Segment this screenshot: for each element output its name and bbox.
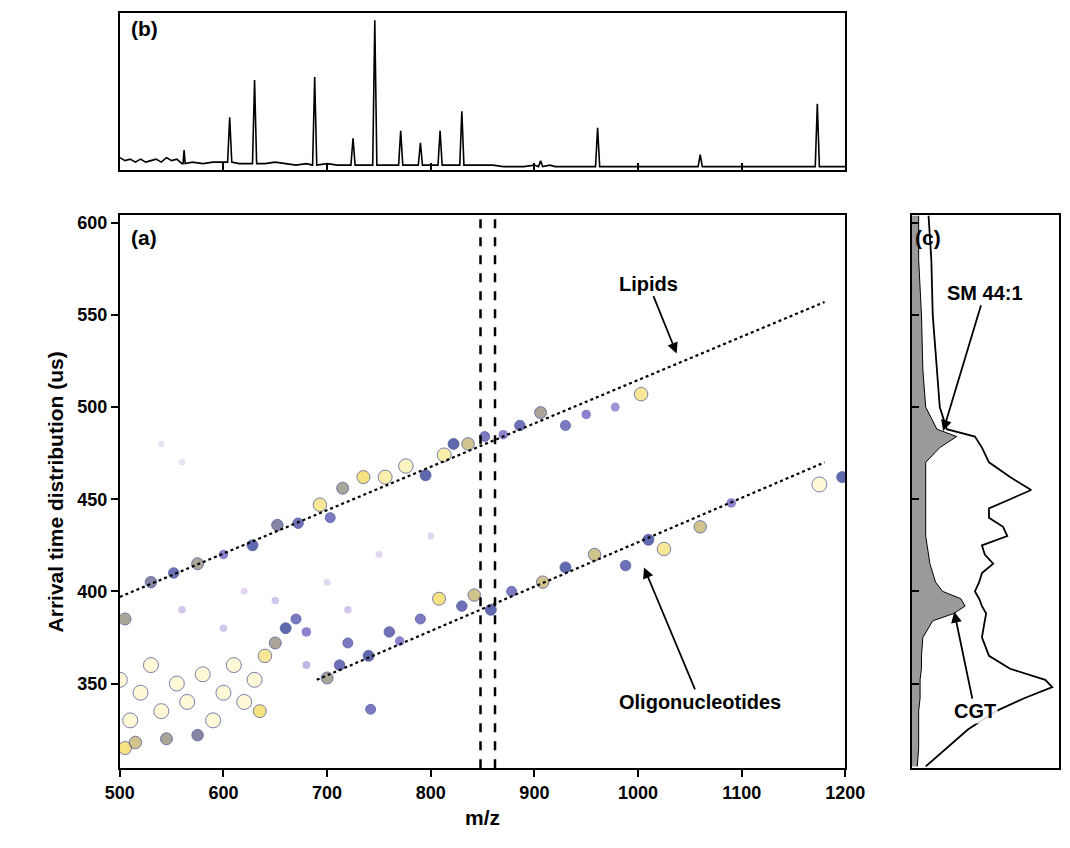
svg-text:400: 400 xyxy=(77,582,107,602)
svg-text:600: 600 xyxy=(77,213,107,233)
svg-text:1200: 1200 xyxy=(825,783,865,803)
svg-text:450: 450 xyxy=(77,490,107,510)
svg-text:CGT: CGT xyxy=(954,700,996,722)
svg-text:500: 500 xyxy=(77,397,107,417)
svg-text:(c): (c) xyxy=(915,226,941,249)
svg-text:1000: 1000 xyxy=(618,783,658,803)
svg-text:Oligonucleotides: Oligonucleotides xyxy=(619,691,781,713)
svg-text:350: 350 xyxy=(77,674,107,694)
svg-text:Lipids: Lipids xyxy=(619,273,678,295)
svg-text:600: 600 xyxy=(208,783,238,803)
svg-text:(b): (b) xyxy=(131,17,158,40)
svg-text:SM 44:1: SM 44:1 xyxy=(947,282,1023,304)
svg-text:800: 800 xyxy=(416,783,446,803)
svg-text:500: 500 xyxy=(105,783,135,803)
svg-text:Arrival time distribution (us): Arrival time distribution (us) xyxy=(44,351,67,632)
svg-text:700: 700 xyxy=(312,783,342,803)
svg-text:(a): (a) xyxy=(131,226,157,249)
svg-text:550: 550 xyxy=(77,305,107,325)
svg-text:m/z: m/z xyxy=(465,806,500,829)
svg-text:1100: 1100 xyxy=(722,783,761,803)
svg-text:900: 900 xyxy=(519,783,549,803)
